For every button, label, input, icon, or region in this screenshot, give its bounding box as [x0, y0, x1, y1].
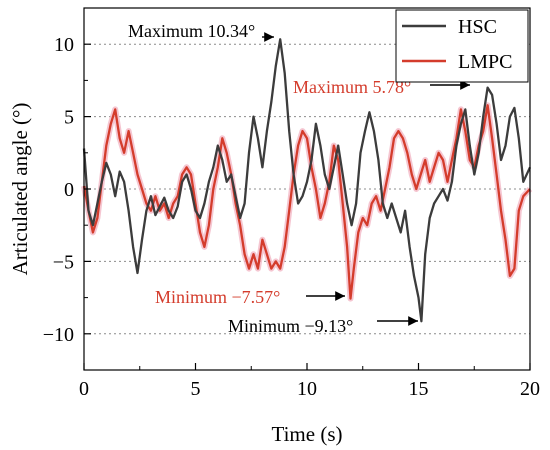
annotation-lmpc-min: Minimum −7.57°: [155, 287, 280, 307]
x-tick-label: 10: [297, 378, 317, 400]
series-line-lmpc: [82, 104, 531, 300]
x-axis-label: Time (s): [272, 422, 343, 446]
y-tick-label: −10: [43, 324, 74, 346]
annotation-hsc-max: Maximum 10.34°: [128, 21, 255, 41]
annotation-hsc-min: Minimum −9.13°: [228, 316, 353, 336]
series-lmpc-halo: [81, 102, 533, 302]
y-axis-ticks: −10 −5 0 5 10: [43, 7, 91, 371]
y-tick-label: 5: [64, 107, 74, 129]
x-tick-label: 20: [520, 378, 540, 400]
y-tick-label: 10: [54, 34, 74, 56]
y-tick-label: −5: [53, 251, 74, 273]
annotations-layer: Maximum 10.34° Maximum 5.78° Minimum −7.57…: [128, 21, 470, 336]
x-tick-label: 0: [79, 378, 89, 400]
series-line-hsc: [82, 38, 532, 323]
x-tick-label: 15: [409, 378, 429, 400]
legend-label-lmpc: LMPC: [458, 51, 512, 73]
x-tick-label: 5: [191, 378, 201, 400]
legend-label-hsc: HSC: [458, 16, 497, 38]
y-tick-label: 0: [64, 179, 74, 201]
annotation-lmpc-max: Maximum 5.78°: [293, 77, 411, 97]
legend: HSC LMPC: [395, 9, 529, 83]
x-axis-ticks: 0 5 10 15 20: [79, 363, 540, 400]
series-layer: [81, 38, 533, 323]
y-axis-label: Articulated angle (°): [8, 103, 32, 276]
legend-box: [395, 9, 529, 83]
